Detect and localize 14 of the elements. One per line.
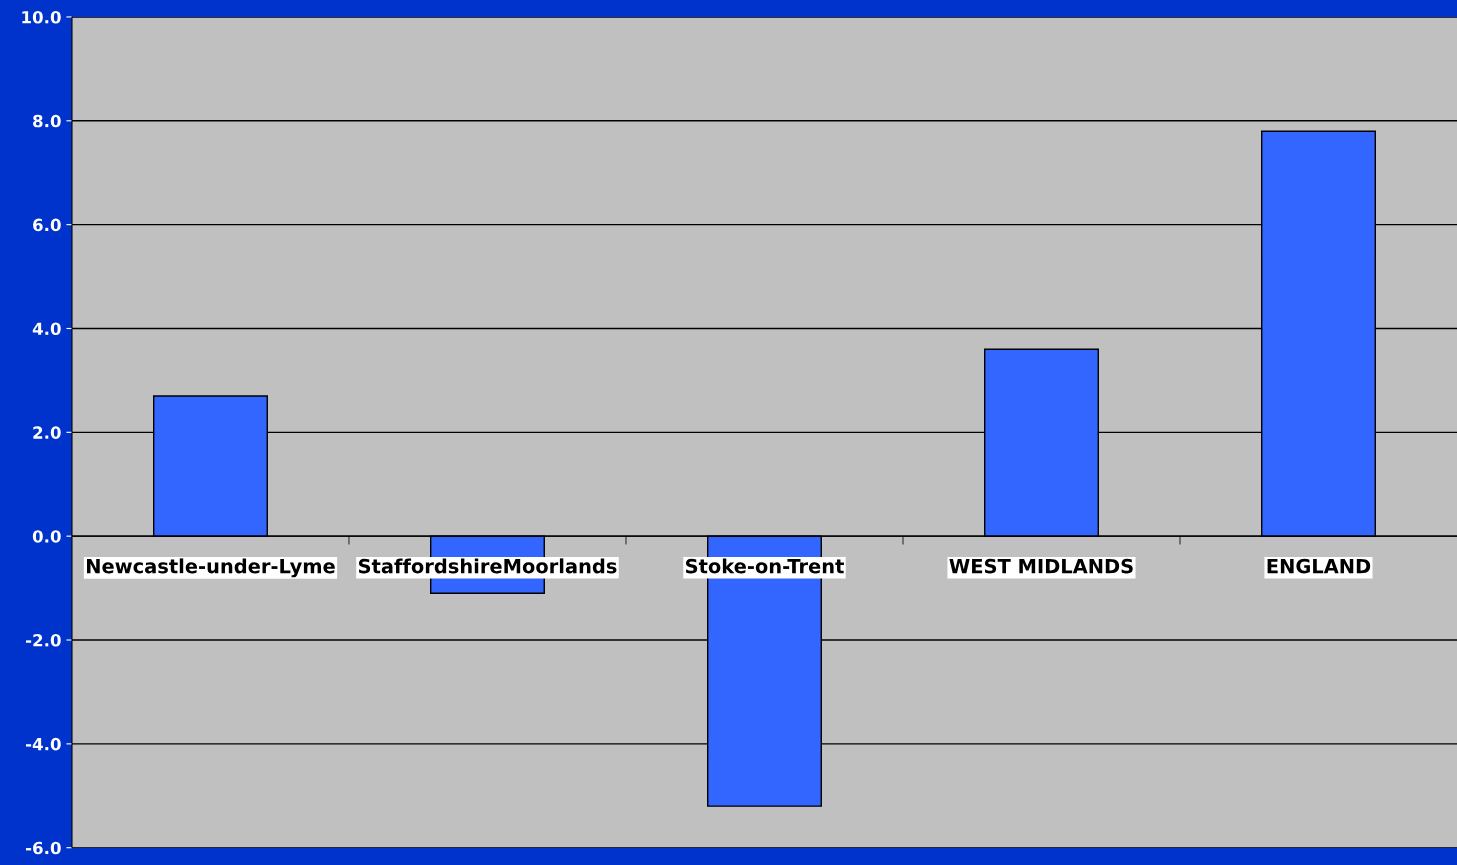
x-tick-label: WEST MIDLANDS [949, 558, 1133, 574]
y-tick-label: -6.0 [26, 841, 61, 855]
x-tick-label: Stoke-on-Trent [685, 558, 844, 574]
y-tick-label: 8.0 [33, 114, 61, 128]
x-tick-label: StaffordshireMoorlands [358, 558, 617, 574]
x-tick-label: ENGLAND [1267, 558, 1371, 574]
y-tick-label: 10.0 [22, 10, 61, 24]
y-tick-label: 4.0 [32, 322, 61, 336]
y-tick-label: 2.0 [33, 426, 61, 439]
y-tick-label: 0.0 [32, 530, 61, 543]
x-tick-label: Newcastle-under-Lyme [87, 558, 335, 578]
y-tick-label: -4.0 [26, 737, 61, 751]
y-tick-label: 6.0 [33, 218, 61, 232]
y-tick-label: -2.0 [26, 633, 61, 647]
